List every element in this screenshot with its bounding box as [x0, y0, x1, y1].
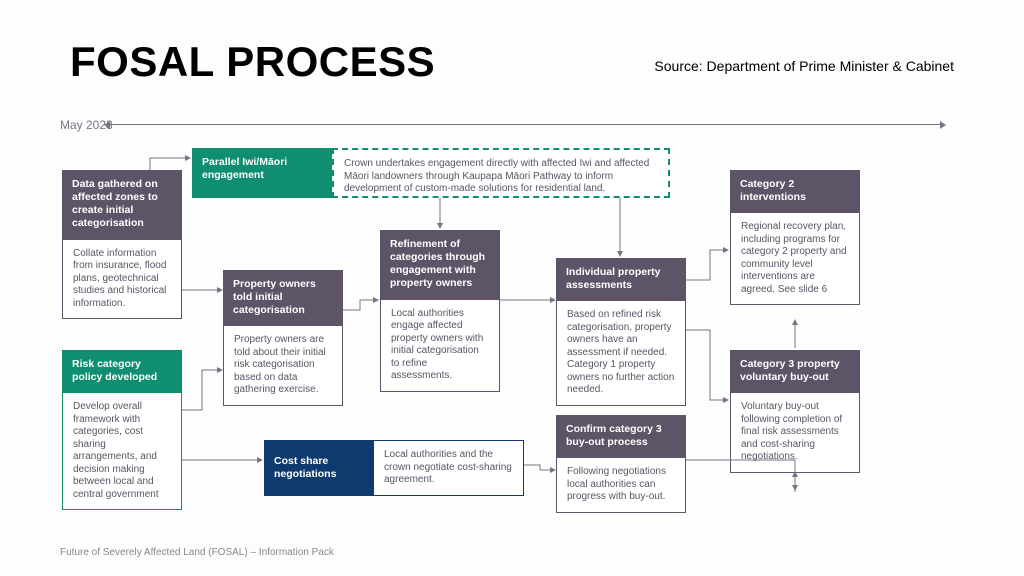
box-body: Based on refined risk categorisation, pr… — [556, 300, 686, 406]
box-body: Regional recovery plan, including progra… — [730, 212, 860, 305]
box-confirm-cat3: Confirm category 3 buy-out process Follo… — [556, 415, 686, 513]
box-head: Property owners told initial categorisat… — [223, 270, 343, 325]
box-risk-policy: Risk category policy developed Develop o… — [62, 350, 182, 510]
box-head: Category 3 property voluntary buy-out — [730, 350, 860, 392]
box-head: Parallel Iwi/Māori engagement — [192, 148, 332, 198]
box-body: Develop overall framework with categorie… — [62, 392, 182, 510]
footer-text: Future of Severely Affected Land (FOSAL)… — [60, 547, 334, 558]
box-head: Refinement of categories through engagem… — [380, 230, 500, 299]
box-body: Property owners are told about their ini… — [223, 325, 343, 406]
box-body: Collate information from insurance, floo… — [62, 239, 182, 320]
box-head: Individual property assessments — [556, 258, 686, 300]
box-body: Local authorities and the crown negotiat… — [374, 440, 524, 496]
timeline-arrow — [110, 124, 940, 125]
box-individual: Individual property assessments Based on… — [556, 258, 686, 406]
box-body: Voluntary buy-out following completion o… — [730, 392, 860, 473]
box-cost-share: Cost share negotiations Local authoritie… — [264, 440, 524, 496]
box-owners-told: Property owners told initial categorisat… — [223, 270, 343, 406]
box-parallel-iwi-body: Crown undertakes engagement directly wit… — [332, 148, 670, 198]
box-head: Risk category policy developed — [62, 350, 182, 392]
box-data-gathered: Data gathered on affected zones to creat… — [62, 170, 182, 319]
source-label: Source: Department of Prime Minister & C… — [654, 58, 954, 74]
box-head: Cost share negotiations — [264, 440, 374, 496]
box-head: Category 2 interventions — [730, 170, 860, 212]
box-cat3: Category 3 property voluntary buy-out Vo… — [730, 350, 860, 473]
box-body: Following negotiations local authorities… — [556, 457, 686, 513]
page-title: FOSAL PROCESS — [70, 38, 435, 86]
box-refinement: Refinement of categories through engagem… — [380, 230, 500, 392]
box-body: Local authorities engage affected proper… — [380, 299, 500, 392]
box-cat2: Category 2 interventions Regional recove… — [730, 170, 860, 305]
box-head: Confirm category 3 buy-out process — [556, 415, 686, 457]
box-parallel-iwi: Parallel Iwi/Māori engagement — [192, 148, 332, 198]
box-head: Data gathered on affected zones to creat… — [62, 170, 182, 239]
